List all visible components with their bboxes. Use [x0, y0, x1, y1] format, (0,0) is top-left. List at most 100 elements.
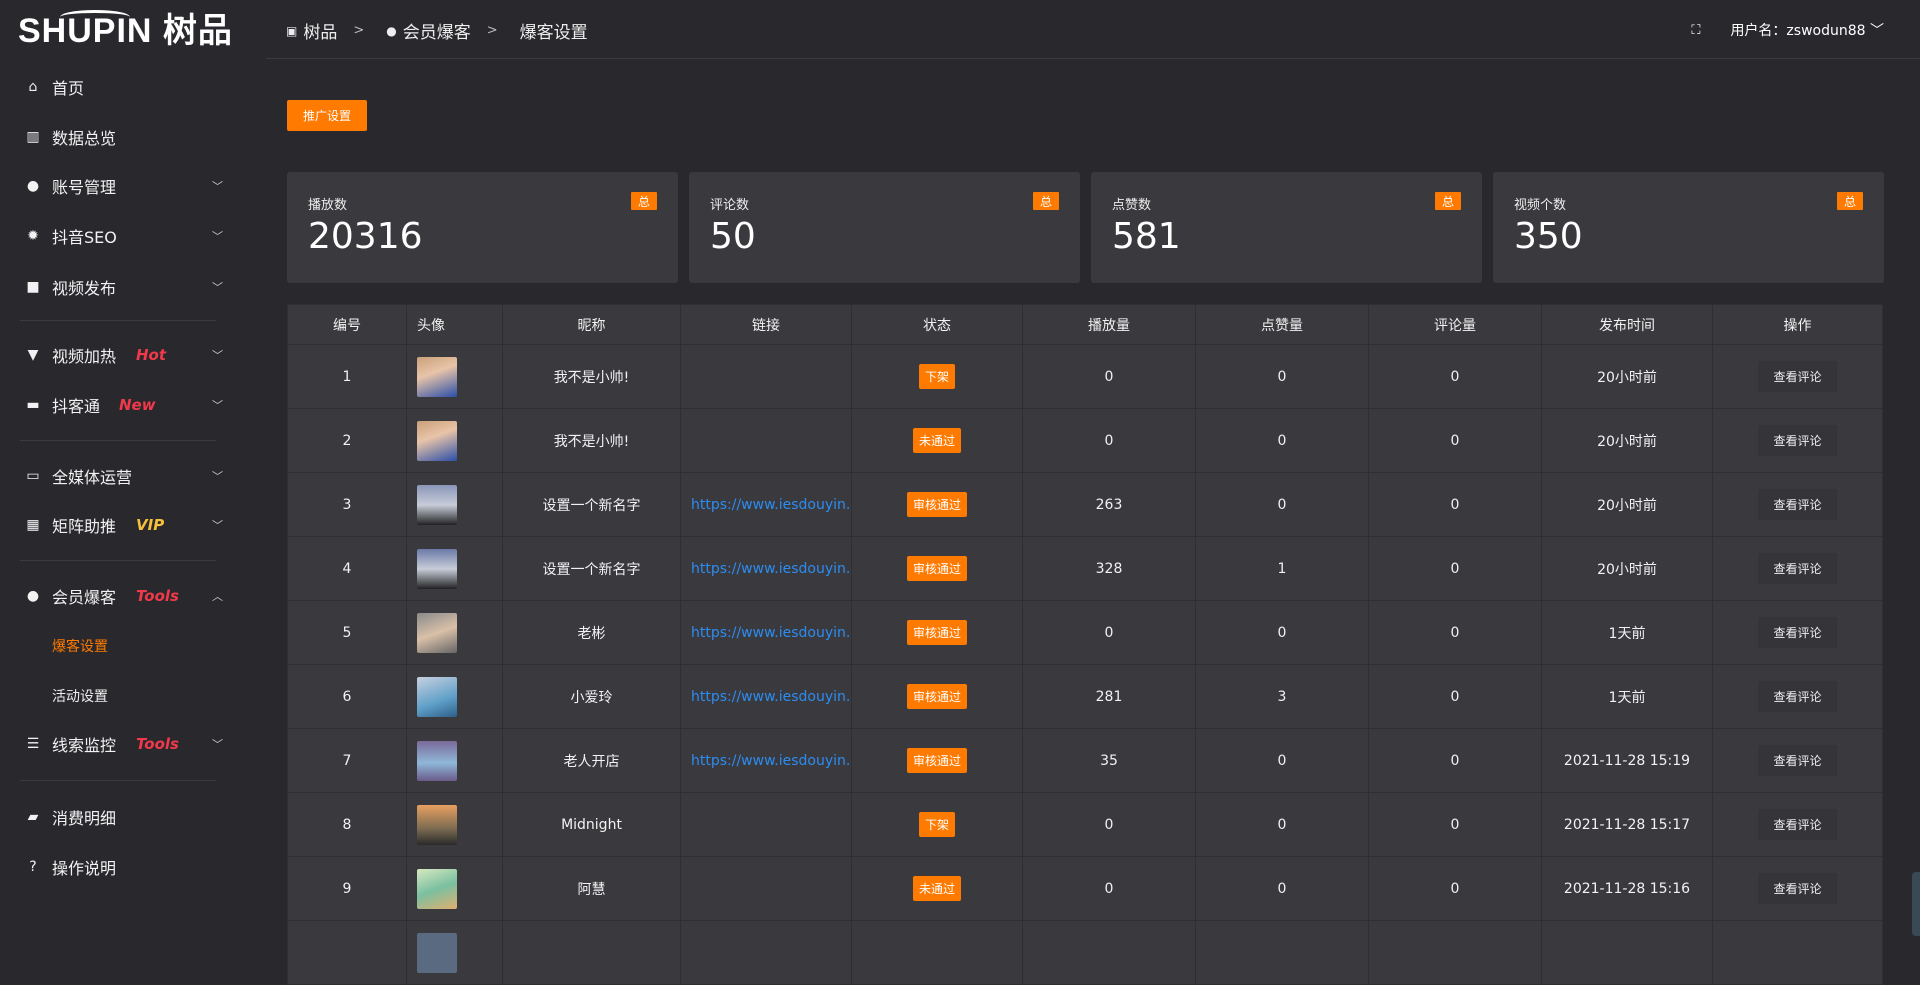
- avatar: [417, 868, 457, 909]
- stat-value: 20316: [308, 216, 423, 257]
- sidebar-item-label: 消费明细: [52, 809, 117, 828]
- video-link[interactable]: https://www.iesdouyin.c: [680, 536, 852, 601]
- sidebar-item-label: 矩阵助推: [52, 517, 117, 536]
- table-row: [287, 920, 1883, 985]
- breadcrumb: ▣ 树品 > ● 会员爆客 > 爆客设置: [286, 18, 588, 43]
- video-link[interactable]: [680, 344, 852, 409]
- chat-icon: ▬: [26, 397, 40, 413]
- stat-title: 播放数: [308, 198, 348, 213]
- sidebar-item[interactable]: ▬ 抖客通 New ﹀: [0, 385, 266, 425]
- publish-time: 2021-11-28 15:17: [1541, 792, 1713, 857]
- chevron-down-icon: ﹀: [212, 230, 223, 243]
- view-comments-button[interactable]: 查看评论: [1758, 553, 1837, 584]
- table-row: 1 我不是小帅! 下架 0 0 0 20小时前 查看评论: [287, 344, 1883, 409]
- sidebar-item-label: 线索监控: [52, 736, 117, 755]
- sidebar-item[interactable]: ● 账号管理 ﹀: [0, 166, 266, 206]
- column-header: 播放量: [1022, 304, 1196, 345]
- sidebar-item[interactable]: ⌂ 首页: [0, 67, 266, 107]
- promotion-settings-button[interactable]: 推广设置: [287, 100, 367, 131]
- view-comments-button[interactable]: 查看评论: [1758, 745, 1837, 776]
- likes: 0: [1195, 472, 1369, 537]
- sidebar-subitem[interactable]: 爆客设置: [52, 639, 108, 655]
- table-row: 6 小爱玲 https://www.iesdouyin.c 审核通过 281 3…: [287, 664, 1883, 729]
- header: ▣ 树品 > ● 会员爆客 > 爆客设置 ⛶ 用户名：zswodun88 ﹀: [266, 0, 1920, 59]
- view-comments-button[interactable]: 查看评论: [1758, 617, 1837, 648]
- publish-time: 20小时前: [1541, 408, 1713, 473]
- sidebar-subitem[interactable]: 活动设置: [52, 689, 108, 705]
- view-comments-button[interactable]: 查看评论: [1758, 361, 1837, 392]
- sidebar-item[interactable]: ▰ 消费明细: [0, 797, 266, 837]
- comments: 0: [1368, 408, 1542, 473]
- likes: 0: [1195, 856, 1369, 921]
- help-icon: ?: [29, 859, 37, 875]
- comments: 0: [1368, 472, 1542, 537]
- fullscreen-icon[interactable]: ⛶: [1691, 22, 1701, 38]
- status-badge: 下架: [918, 812, 955, 837]
- chevron-down-icon: ﹀: [212, 180, 223, 193]
- video-link[interactable]: https://www.iesdouyin.c: [680, 728, 852, 793]
- sidebar-item[interactable]: ● 会员爆客 Tools ︿: [0, 576, 266, 616]
- view-comments-button[interactable]: 查看评论: [1758, 489, 1837, 520]
- breadcrumb-item[interactable]: 会员爆客: [402, 23, 471, 43]
- video-link[interactable]: https://www.iesdouyin.c: [680, 600, 852, 665]
- breadcrumb-item[interactable]: 树品: [303, 23, 338, 43]
- status-badge: 审核通过: [906, 748, 967, 773]
- sliders-icon: ☰: [26, 736, 40, 752]
- stat-card: 点赞数 581 总: [1091, 172, 1482, 283]
- sidebar-item[interactable]: ? 操作说明: [0, 847, 266, 887]
- plays: 263: [1022, 472, 1196, 537]
- likes: 0: [1195, 728, 1369, 793]
- grid-icon: ▦: [26, 517, 40, 533]
- sidebar-item[interactable]: ▦ 矩阵助推 VIP ﹀: [0, 505, 266, 545]
- plays: 0: [1022, 792, 1196, 857]
- floating-widget[interactable]: [1912, 872, 1920, 936]
- view-comments-button[interactable]: 查看评论: [1758, 873, 1837, 904]
- video-link[interactable]: https://www.iesdouyin.c: [680, 472, 852, 537]
- column-header: 链接: [680, 304, 852, 345]
- sidebar-item[interactable]: ✹ 抖音SEO ﹀: [0, 216, 266, 256]
- nickname: 小爱玲: [502, 664, 681, 729]
- chevron-down-icon: ﹀: [1870, 23, 1884, 39]
- status-badge: 审核通过: [906, 492, 967, 517]
- nickname: 设置一个新名字: [502, 472, 681, 537]
- status-badge: 审核通过: [906, 620, 967, 645]
- chevron-down-icon: ﹀: [212, 738, 223, 751]
- video-link[interactable]: https://www.iesdouyin.c: [680, 664, 852, 729]
- sidebar-item[interactable]: ■ 视频发布 ﹀: [0, 267, 266, 307]
- publish-time: 20小时前: [1541, 536, 1713, 601]
- sidebar-item[interactable]: ☰ 线索监控 Tools ﹀: [0, 724, 266, 764]
- column-header: 点赞量: [1195, 304, 1369, 345]
- sidebar-badge: Tools: [136, 735, 179, 753]
- view-comments-button[interactable]: 查看评论: [1758, 425, 1837, 456]
- comments: 0: [1368, 792, 1542, 857]
- total-badge: 总: [1435, 192, 1461, 210]
- avatar: [417, 484, 457, 525]
- row-id: 6: [287, 664, 407, 729]
- sidebar-item-label: 抖音SEO: [52, 228, 117, 247]
- view-comments-button[interactable]: 查看评论: [1758, 809, 1837, 840]
- user-menu[interactable]: 用户名：zswodun88 ﹀: [1730, 20, 1884, 40]
- video-link[interactable]: [680, 856, 852, 921]
- sidebar-item[interactable]: ▭ 全媒体运营 ﹀: [0, 456, 266, 496]
- status-badge: 审核通过: [906, 556, 967, 581]
- status-badge: 下架: [918, 364, 955, 389]
- username: 用户名：zswodun88: [1730, 23, 1866, 39]
- table-row: 9 阿慧 未通过 0 0 0 2021-11-28 15:16 查看评论: [287, 856, 1883, 921]
- column-header: 操作: [1712, 304, 1883, 345]
- video-link[interactable]: [680, 408, 852, 473]
- video-link[interactable]: [680, 792, 852, 857]
- likes: 0: [1195, 600, 1369, 665]
- table-row: 3 设置一个新名字 https://www.iesdouyin.c 审核通过 2…: [287, 472, 1883, 537]
- publish-time: 1天前: [1541, 600, 1713, 665]
- stat-card: 视频个数 350 总: [1493, 172, 1884, 283]
- divider: [20, 560, 216, 561]
- sidebar-item[interactable]: ▼ 视频加热 Hot ﹀: [0, 335, 266, 375]
- row-id: 8: [287, 792, 407, 857]
- likes: 0: [1195, 408, 1369, 473]
- plays: 281: [1022, 664, 1196, 729]
- table-row: 8 Midnight 下架 0 0 0 2021-11-28 15:17 查看评…: [287, 792, 1883, 857]
- view-comments-button[interactable]: 查看评论: [1758, 681, 1837, 712]
- total-badge: 总: [631, 192, 657, 210]
- sidebar-item[interactable]: ▥ 数据总览: [0, 117, 266, 157]
- sidebar-item-label: 数据总览: [52, 129, 117, 148]
